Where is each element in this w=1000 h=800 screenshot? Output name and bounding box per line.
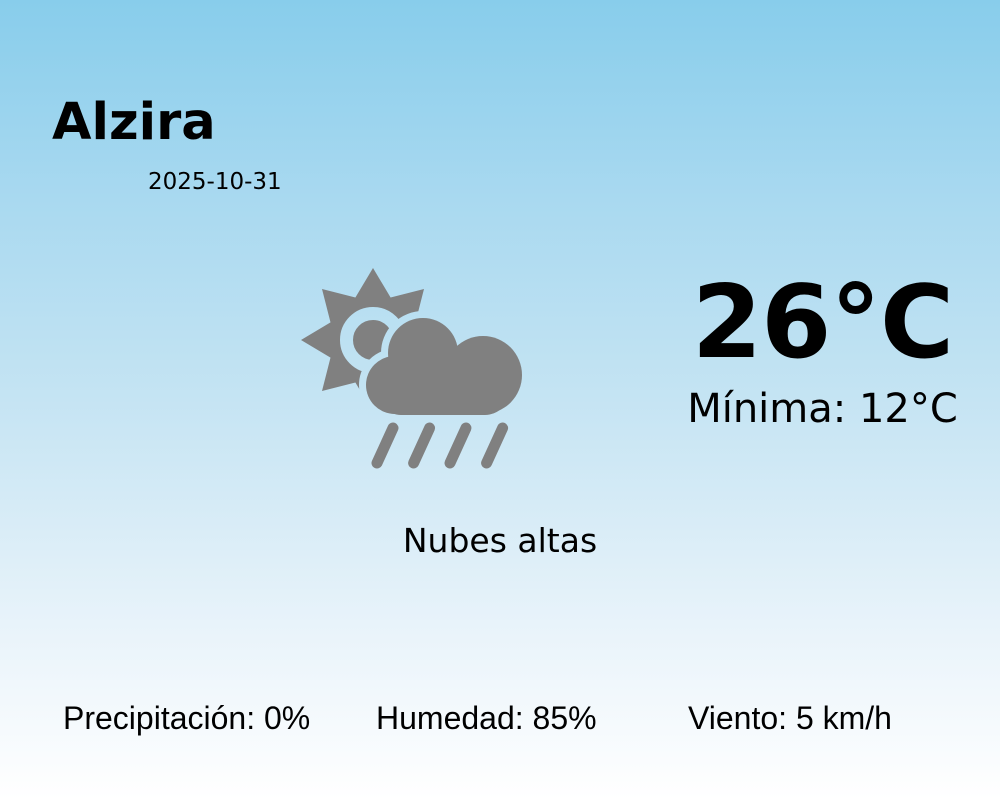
location-title: Alzira bbox=[52, 93, 216, 152]
current-temperature: 26°C bbox=[691, 263, 954, 381]
temperature-block: 26°C Mínima: 12°C bbox=[640, 263, 1000, 432]
min-temperature: Mínima: 12°C bbox=[687, 386, 958, 432]
rain-drops bbox=[371, 422, 509, 469]
stats-row: Precipitación: 0% Humedad: 85% Viento: 5… bbox=[0, 700, 1000, 740]
sun-behind-rain-cloud-icon bbox=[283, 250, 543, 480]
cloud-shape bbox=[366, 318, 522, 415]
precipitation-stat: Precipitación: 0% bbox=[63, 700, 311, 736]
humidity-stat: Humedad: 85% bbox=[376, 700, 597, 736]
date-label: 2025-10-31 bbox=[148, 169, 282, 195]
condition-label: Nubes altas bbox=[402, 521, 598, 560]
wind-stat: Viento: 5 km/h bbox=[688, 700, 892, 736]
